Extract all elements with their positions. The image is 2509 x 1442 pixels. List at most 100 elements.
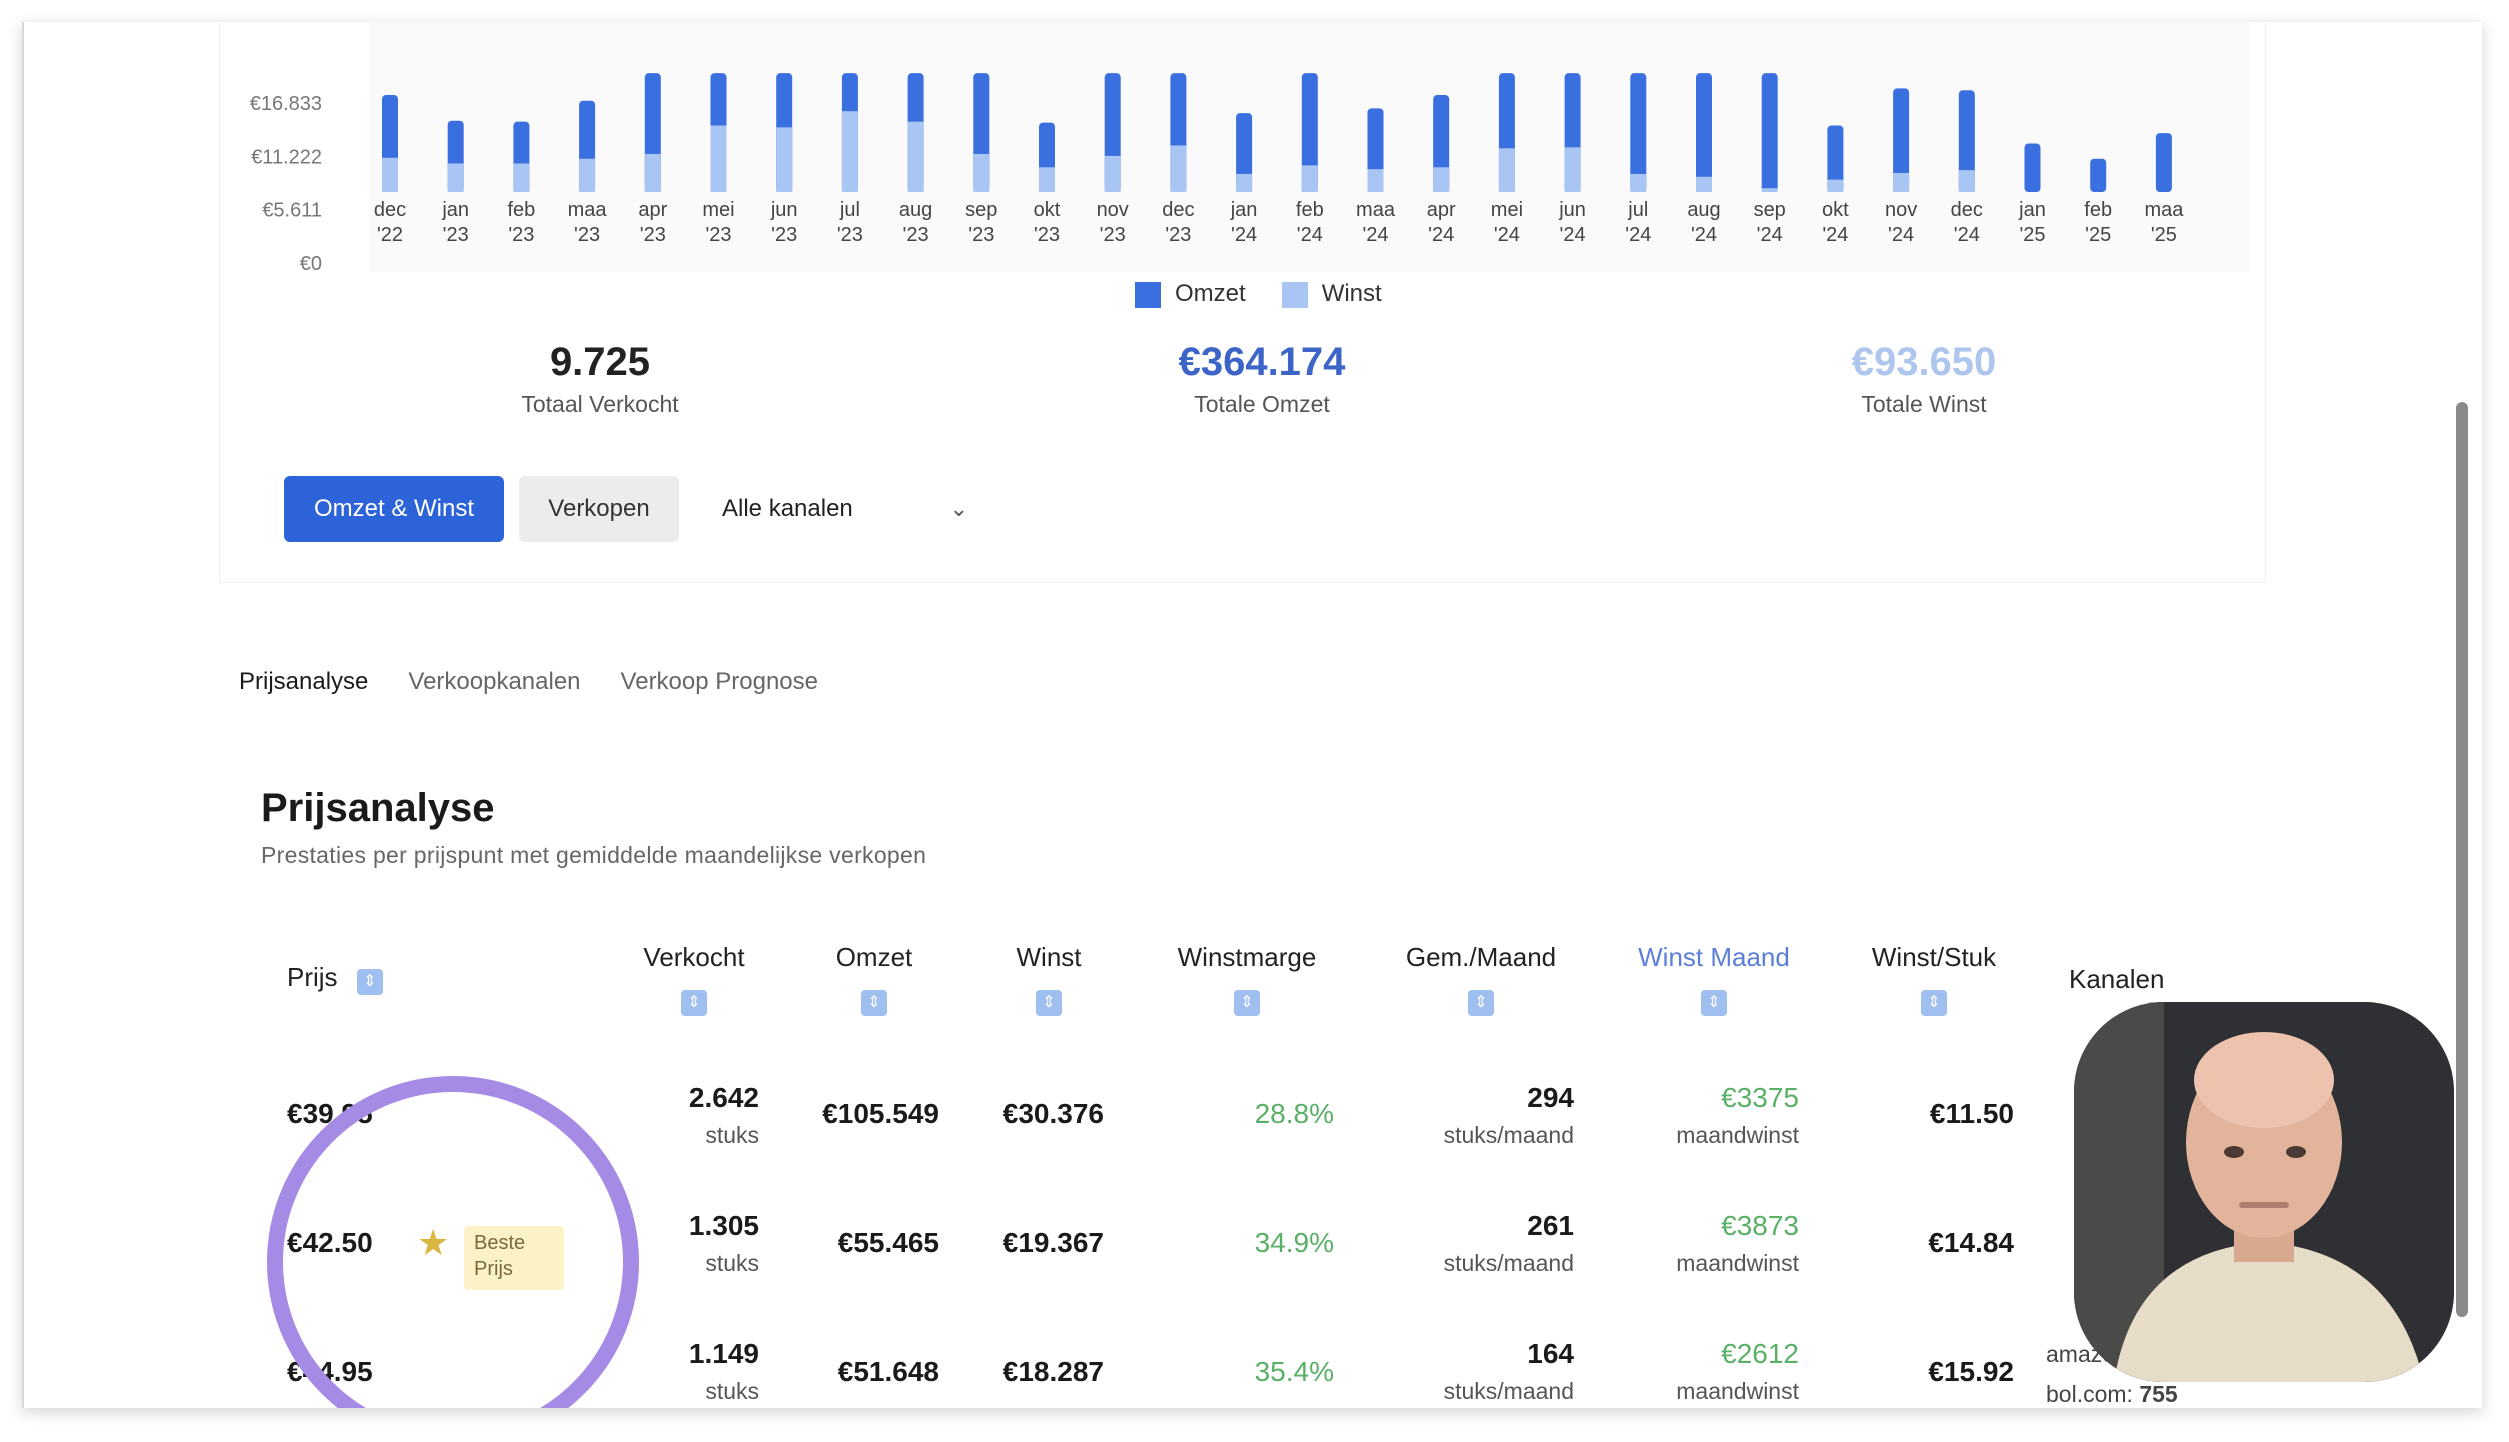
x-tick-year: '25 [2151, 224, 2177, 246]
cell-verkocht-value: 2.642 [688, 1082, 759, 1113]
verkopen-button[interactable]: Verkopen [519, 476, 679, 542]
bar-winst[interactable] [1170, 145, 1187, 192]
bar-winst[interactable] [382, 157, 398, 192]
legend-omzet[interactable]: Omzet [1135, 280, 1246, 308]
x-tick-label: nov [1097, 199, 1129, 221]
x-tick-year: '23 [1034, 224, 1060, 246]
col-gem-maand-header[interactable]: Gem./Maand ⇕ [1376, 942, 1586, 1016]
bar-winst[interactable] [447, 163, 464, 192]
bar-winst[interactable] [973, 153, 990, 192]
sort-icon[interactable]: ⇕ [1701, 990, 1727, 1016]
bar-omzet[interactable] [1761, 73, 1778, 192]
bar-winst[interactable] [710, 125, 727, 192]
webcam-overlay [2074, 1002, 2454, 1382]
bar-winst[interactable] [1236, 173, 1253, 192]
bar-winst[interactable] [644, 153, 661, 192]
cell-verkocht-value: 1.305 [688, 1210, 759, 1241]
bar-winst[interactable] [1958, 170, 1975, 192]
col-verkocht-header[interactable]: Verkocht ⇕ [614, 942, 774, 1016]
sort-icon[interactable]: ⇕ [1468, 990, 1494, 1016]
bar-winst[interactable] [1696, 176, 1712, 192]
sort-icon[interactable]: ⇕ [681, 990, 707, 1016]
tab-verkoopkanalen[interactable]: Verkoopkanalen [408, 668, 581, 695]
x-tick-label: feb [1296, 199, 1324, 221]
col-winstmarge-header[interactable]: Winstmarge ⇕ [1142, 942, 1352, 1016]
bar-winst[interactable] [841, 111, 858, 192]
cell-winst: €30.376 [1002, 1098, 1104, 1129]
bar-winst[interactable] [513, 163, 530, 192]
cell-gem-maand: 164 stuks/maand [1404, 1338, 1574, 1405]
sort-icon[interactable]: ⇕ [356, 969, 383, 995]
x-tick-year: '24 [1362, 224, 1388, 246]
kanalen-bol: bol.com: [2046, 1381, 2133, 1407]
sort-icon[interactable]: ⇕ [861, 990, 887, 1016]
vertical-scrollbar[interactable] [2456, 402, 2468, 1317]
legend-winst[interactable]: Winst [1281, 280, 1382, 308]
bar-winst[interactable] [579, 158, 596, 192]
sort-icon[interactable]: ⇕ [1036, 990, 1062, 1016]
x-tick-label: jan [1230, 199, 1258, 221]
stat-total-revenue-value: €364.174 [1178, 340, 1346, 384]
bar-omzet[interactable] [1236, 113, 1253, 192]
bar-winst[interactable] [1893, 172, 1910, 192]
cell-winst-maand-unit: maandwinst [1676, 1250, 1799, 1276]
channel-select[interactable]: Alle kanalen ⌄ [700, 476, 990, 542]
bar-winst[interactable] [1564, 147, 1581, 192]
x-tick-label: nov [1885, 199, 1917, 221]
x-tick-year: '23 [771, 224, 797, 246]
bar-omzet[interactable] [1630, 73, 1647, 192]
cell-winst-maand: €3375 maandwinst [1624, 1082, 1799, 1149]
sort-icon[interactable]: ⇕ [1234, 990, 1260, 1016]
x-tick-label: okt [1822, 199, 1849, 221]
col-omzet-header[interactable]: Omzet ⇕ [799, 942, 949, 1016]
cell-winst-maand-unit: maandwinst [1676, 1122, 1799, 1148]
cell-gem-maand: 261 stuks/maand [1404, 1210, 1574, 1277]
col-winst-header[interactable]: Winst ⇕ [974, 942, 1124, 1016]
bar-omzet[interactable] [2090, 158, 2107, 192]
bar-winst[interactable] [1630, 173, 1647, 192]
bar-omzet[interactable] [2155, 133, 2172, 192]
cell-gem-value: 164 [1527, 1338, 1574, 1369]
col-winst-stuk-header[interactable]: Winst/Stuk ⇕ [1839, 942, 2029, 1016]
legend-omzet-label: Omzet [1175, 280, 1246, 307]
bar-omzet[interactable] [2024, 143, 2041, 192]
x-tick-year: '23 [508, 224, 534, 246]
x-tick-year: '23 [1100, 224, 1126, 246]
cell-verkocht-unit: stuks [705, 1378, 759, 1404]
x-tick-year: '24 [1297, 224, 1323, 246]
bar-winst[interactable] [1498, 148, 1515, 192]
bar-omzet[interactable] [1958, 90, 1975, 192]
omzet-winst-button[interactable]: Omzet & Winst [284, 476, 504, 542]
bar-winst[interactable] [907, 121, 924, 192]
bar-omzet[interactable] [1301, 73, 1318, 192]
legend-omzet-swatch [1135, 281, 1161, 308]
cell-winst-stuk: €14.84 [1928, 1227, 2014, 1258]
bar-winst[interactable] [1104, 155, 1121, 192]
x-tick-year: '23 [640, 224, 666, 246]
tab-verkoop-prognose[interactable]: Verkoop Prognose [620, 668, 819, 695]
x-tick-label: aug [899, 199, 932, 221]
bar-omzet[interactable] [1827, 125, 1844, 192]
col-kanalen-header[interactable]: Kanalen [2069, 964, 2164, 995]
stat-total-profit-label: Totale Winst [1861, 391, 1987, 417]
bar-winst[interactable] [1367, 169, 1384, 192]
bar-winst[interactable] [1039, 167, 1055, 192]
bar-omzet[interactable] [1696, 73, 1712, 192]
col-prijs-header[interactable]: Prijs ⇕ [287, 962, 383, 995]
bar-winst[interactable] [1761, 188, 1778, 192]
sort-icon[interactable]: ⇕ [1921, 990, 1947, 1016]
bar-omzet[interactable] [1893, 88, 1910, 192]
bar-winst[interactable] [1827, 179, 1844, 192]
x-tick-label: dec [1162, 199, 1194, 221]
bar-winst[interactable] [776, 127, 793, 192]
cell-omzet: €51.648 [837, 1356, 939, 1387]
x-tick-year: '25 [2085, 224, 2111, 246]
tab-prijsanalyse[interactable]: Prijsanalyse [239, 668, 369, 695]
bar-winst[interactable] [1433, 167, 1450, 192]
x-tick-year: '24 [1560, 224, 1586, 246]
x-tick-year: '25 [2019, 224, 2045, 246]
col-winst-maand-header[interactable]: Winst Maand ⇕ [1609, 942, 1819, 1016]
bar-winst[interactable] [1301, 165, 1318, 192]
cell-verkocht-unit: stuks [705, 1122, 759, 1148]
presenter-video [2074, 1002, 2454, 1382]
